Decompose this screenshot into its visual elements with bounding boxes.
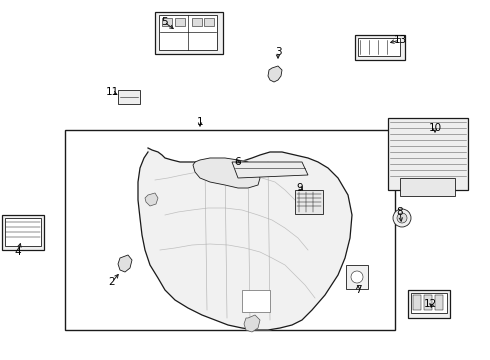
Text: 6: 6 <box>235 157 241 167</box>
Bar <box>159 15 217 50</box>
Bar <box>295 190 323 214</box>
Polygon shape <box>244 315 260 332</box>
Bar <box>65 130 395 330</box>
Polygon shape <box>268 66 282 82</box>
Bar <box>355 35 405 60</box>
Bar <box>411 293 447 313</box>
Bar <box>408 290 450 318</box>
Bar <box>155 12 223 54</box>
Text: 4: 4 <box>15 247 21 257</box>
Polygon shape <box>138 148 352 330</box>
Bar <box>5 218 41 246</box>
Bar <box>192 18 202 26</box>
Bar <box>424 295 432 310</box>
Polygon shape <box>145 193 158 206</box>
Bar <box>346 265 368 289</box>
Circle shape <box>393 209 411 227</box>
Circle shape <box>397 213 407 223</box>
Text: 1: 1 <box>196 117 203 127</box>
Bar <box>204 18 214 26</box>
Text: 7: 7 <box>355 285 361 295</box>
Bar <box>388 118 468 190</box>
Bar <box>118 90 140 104</box>
Bar <box>400 178 455 196</box>
Text: 10: 10 <box>428 123 441 133</box>
Bar <box>435 295 443 310</box>
Text: 2: 2 <box>109 277 115 287</box>
Polygon shape <box>118 255 132 272</box>
Bar <box>413 295 421 310</box>
Bar <box>2 215 44 250</box>
Text: 5: 5 <box>161 17 167 27</box>
Circle shape <box>351 271 363 283</box>
Text: 3: 3 <box>275 47 281 57</box>
Bar <box>358 38 400 56</box>
Bar <box>242 290 270 312</box>
Text: 8: 8 <box>397 207 403 217</box>
Text: 13: 13 <box>393 35 407 45</box>
Bar <box>175 18 185 26</box>
Text: 11: 11 <box>105 87 119 97</box>
Bar <box>162 18 172 26</box>
Polygon shape <box>193 158 260 188</box>
Polygon shape <box>232 162 308 178</box>
Text: 12: 12 <box>423 299 437 309</box>
Text: 9: 9 <box>296 183 303 193</box>
